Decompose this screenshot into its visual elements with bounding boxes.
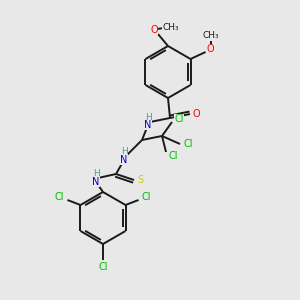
Text: Cl: Cl [183, 139, 193, 149]
Text: O: O [207, 44, 214, 54]
Text: CH₃: CH₃ [163, 22, 179, 32]
Text: H: H [145, 112, 152, 122]
Text: S: S [137, 175, 143, 185]
Text: N: N [92, 177, 100, 187]
Text: O: O [150, 25, 158, 35]
Text: Cl: Cl [142, 192, 151, 202]
Text: CH₃: CH₃ [202, 32, 219, 40]
Text: N: N [120, 155, 128, 165]
Text: O: O [192, 109, 200, 119]
Text: Cl: Cl [168, 151, 178, 161]
Text: Cl: Cl [55, 192, 64, 202]
Text: Cl: Cl [174, 114, 184, 124]
Text: H: H [121, 148, 128, 157]
Text: N: N [144, 120, 152, 130]
Text: Cl: Cl [98, 262, 108, 272]
Text: H: H [93, 169, 99, 178]
